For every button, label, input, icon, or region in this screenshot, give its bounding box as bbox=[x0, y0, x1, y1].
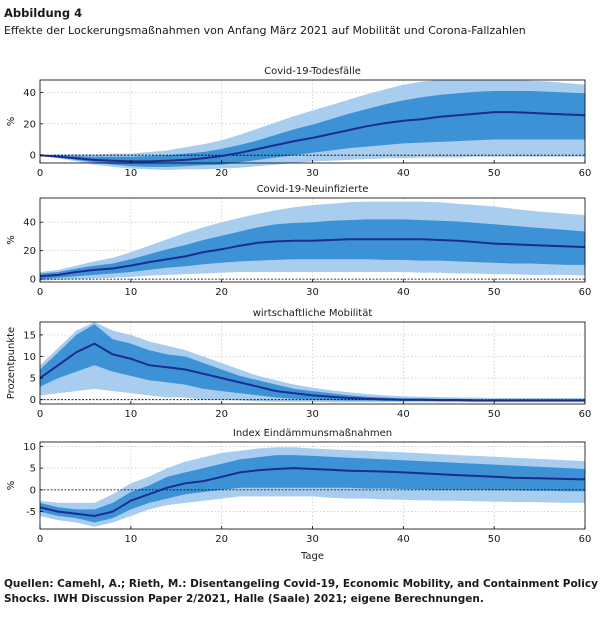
x-tick-label: 40 bbox=[397, 534, 410, 545]
x-tick-label: 0 bbox=[37, 168, 43, 179]
x-tick-label: 10 bbox=[124, 534, 137, 545]
y-tick-label: 20 bbox=[23, 246, 36, 257]
x-tick-label: 40 bbox=[397, 287, 410, 298]
y-tick-label: -5 bbox=[26, 507, 36, 518]
y-tick-label: 15 bbox=[23, 330, 36, 341]
x-tick-label: 30 bbox=[306, 168, 319, 179]
x-tick-label: 60 bbox=[579, 168, 592, 179]
y-axis-label: % bbox=[6, 235, 17, 245]
inner-confidence-band bbox=[40, 324, 585, 402]
y-tick-label: 0 bbox=[30, 485, 36, 496]
x-tick-label: 0 bbox=[37, 534, 43, 545]
y-tick-label: 5 bbox=[30, 464, 36, 475]
median-response-line bbox=[39, 467, 586, 518]
x-axis-label: Tage bbox=[300, 551, 324, 562]
y-tick-label: 0 bbox=[30, 275, 36, 286]
source-note: Quellen: Camehl, A.; Rieth, M.: Disentan… bbox=[4, 578, 598, 605]
y-axis-label: % bbox=[6, 117, 17, 127]
x-tick-label: 10 bbox=[124, 168, 137, 179]
x-tick-label: 10 bbox=[124, 409, 137, 420]
x-tick-label: 0 bbox=[37, 287, 43, 298]
y-tick-label: 0 bbox=[30, 151, 36, 162]
panel-title: wirtschaftliche Mobilität bbox=[253, 308, 373, 319]
inner-confidence-band bbox=[40, 455, 585, 523]
y-tick-label: 0 bbox=[30, 395, 36, 406]
median-response-line bbox=[39, 238, 586, 278]
x-tick-label: 40 bbox=[397, 168, 410, 179]
y-tick-label: 10 bbox=[23, 442, 36, 453]
panel-title: Covid-19-Neuinfizierte bbox=[257, 184, 369, 195]
x-tick-label: 60 bbox=[579, 534, 592, 545]
figure-title: Effekte der Lockerungsmaßnahmen von Anfa… bbox=[4, 24, 526, 37]
figure-label: Abbildung 4 bbox=[4, 6, 83, 20]
median-response-line bbox=[39, 342, 585, 402]
inner-confidence-band bbox=[40, 91, 585, 167]
x-tick-label: 0 bbox=[37, 409, 43, 420]
x-tick-label: 20 bbox=[215, 534, 228, 545]
x-tick-label: 50 bbox=[488, 409, 501, 420]
x-tick-label: 60 bbox=[579, 287, 592, 298]
x-tick-label: 20 bbox=[215, 409, 228, 420]
panel-title: Index Eindämmunsmaßnahmen bbox=[233, 428, 392, 439]
y-tick-label: 40 bbox=[23, 88, 36, 99]
y-tick-label: 5 bbox=[30, 374, 36, 385]
x-tick-label: 20 bbox=[215, 287, 228, 298]
x-tick-label: 20 bbox=[215, 168, 228, 179]
x-tick-label: 60 bbox=[579, 409, 592, 420]
y-axis-label: % bbox=[6, 481, 17, 491]
x-tick-label: 40 bbox=[397, 409, 410, 420]
x-tick-label: 10 bbox=[124, 287, 137, 298]
x-tick-label: 30 bbox=[306, 409, 319, 420]
x-tick-label: 50 bbox=[488, 168, 501, 179]
y-axis-label: Prozentpunkte bbox=[6, 327, 17, 399]
inner-confidence-band bbox=[40, 219, 585, 280]
y-tick-label: 40 bbox=[23, 218, 36, 229]
y-tick-label: 20 bbox=[23, 119, 36, 130]
x-tick-label: 30 bbox=[306, 287, 319, 298]
panel-title: Covid-19-Todesfälle bbox=[264, 66, 361, 77]
x-tick-label: 50 bbox=[488, 287, 501, 298]
x-tick-label: 30 bbox=[306, 534, 319, 545]
y-tick-label: 10 bbox=[23, 352, 36, 363]
x-tick-label: 50 bbox=[488, 534, 501, 545]
